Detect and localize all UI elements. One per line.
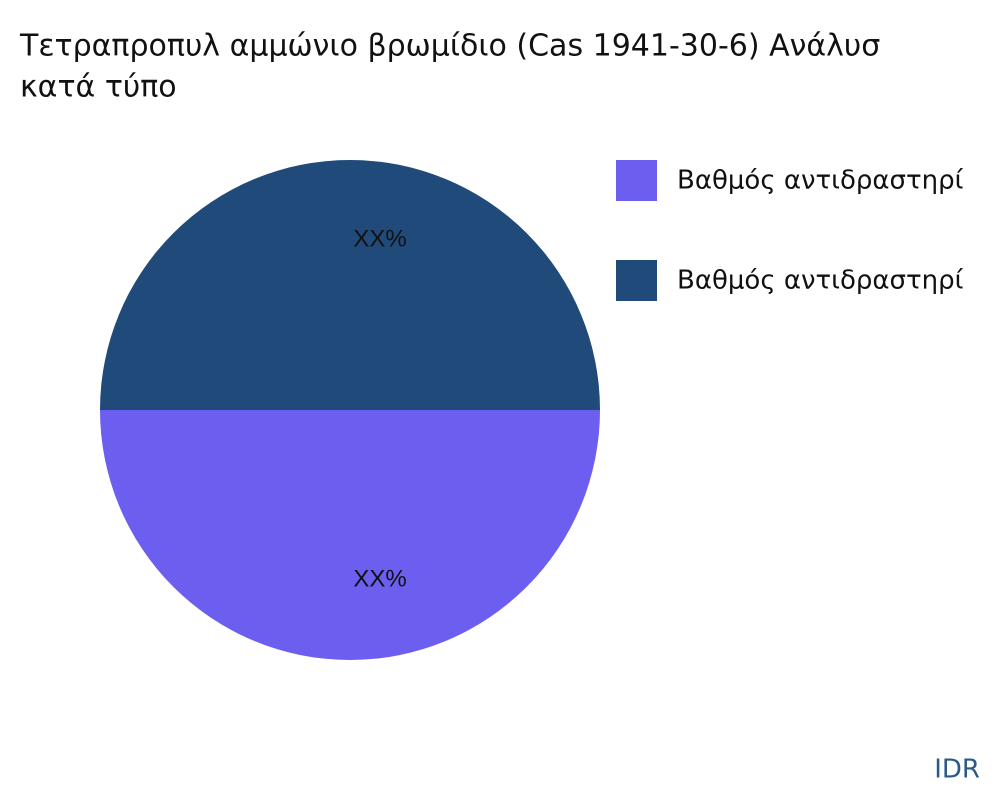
chart-title: Τετραπροπυλ αμμώνιο βρωμίδιο (Cas 1941-3… — [19, 29, 880, 64]
legend-label: Βαθμός αντιδραστηρί — [677, 166, 964, 196]
slice-label: XX% — [353, 225, 406, 252]
pie-slice — [100, 160, 600, 410]
pie-slice — [100, 410, 600, 660]
source-label: IDR — [934, 755, 980, 785]
legend-swatch — [616, 160, 657, 201]
slice-label: XX% — [353, 565, 406, 592]
legend-label: Βαθμός αντιδραστηρί — [677, 266, 964, 296]
legend-swatch — [616, 260, 657, 301]
chart-title: κατά τύπο — [20, 70, 177, 105]
